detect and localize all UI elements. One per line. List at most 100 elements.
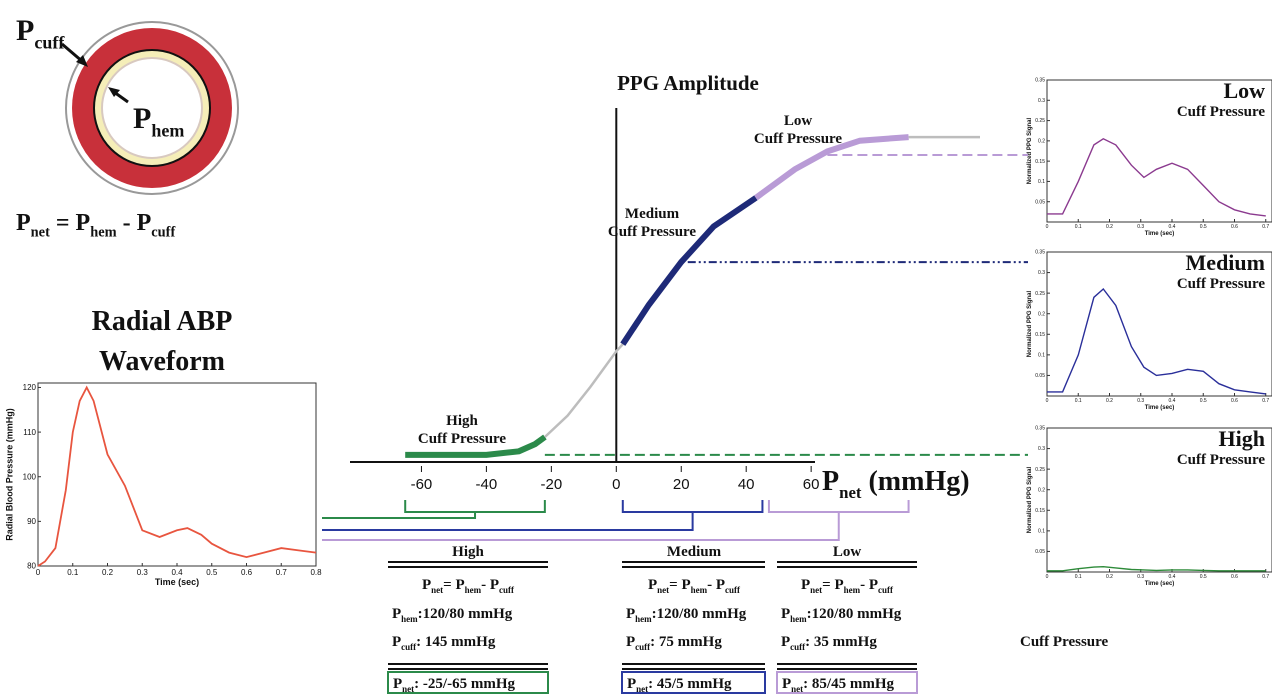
x-axis-label: Time (sec)	[155, 577, 199, 587]
annotation: Cuff Pressure	[754, 131, 843, 147]
plot-frame	[37, 382, 317, 567]
chart-title: PPG Amplitude	[617, 71, 759, 95]
annotation: High	[446, 413, 478, 429]
plot-frame	[1046, 79, 1272, 223]
subscript: net	[810, 585, 822, 595]
y-tick-label: 0.35	[1035, 250, 1045, 256]
x-tick-label: 0.3	[1137, 398, 1144, 404]
y-tick-label: 110	[23, 428, 36, 437]
panel-label: Low	[1223, 78, 1265, 103]
text-run: : 35 mmHg	[805, 634, 877, 650]
curve-segment	[405, 434, 547, 458]
text-run: :120/80 mmHg	[418, 606, 513, 622]
y-tick-label: 80	[27, 562, 36, 571]
y-tick-label: 0.2	[1038, 311, 1045, 317]
line	[1047, 565, 1266, 572]
line	[1047, 287, 1266, 395]
rich-text: Phem	[133, 102, 184, 140]
chart-title: Waveform	[99, 346, 225, 377]
x-tick-label: 0.1	[1075, 224, 1082, 230]
text-run: P	[716, 577, 725, 593]
panel-label: Cuff Pressure	[1177, 452, 1266, 468]
curve-segment	[620, 195, 758, 346]
connector-line	[322, 512, 840, 541]
x-tick-label: 0.2	[1106, 224, 1113, 230]
text-run: P	[781, 634, 790, 650]
x-tick-label: 0	[1046, 398, 1049, 404]
text-run: P	[626, 606, 635, 622]
text-run: :120/80 mmHg	[807, 606, 902, 622]
text-run: P	[16, 210, 31, 236]
annotation: Cuff Pressure	[608, 224, 697, 240]
y-tick-label: 120	[23, 383, 37, 392]
text-run: -	[860, 577, 869, 593]
y-tick-label: 0.35	[1035, 78, 1045, 84]
result-box	[621, 671, 766, 694]
x-tick-label: 0.1	[1075, 574, 1082, 580]
subscript: hem	[151, 120, 184, 140]
x-tick-label: 0.3	[1137, 224, 1144, 230]
y-tick-label: 0.15	[1035, 332, 1045, 338]
text-run: P	[626, 634, 635, 650]
y-axis-label: Normalized PPG Signal	[1027, 290, 1033, 357]
text-run: P	[781, 606, 790, 622]
text-run: =	[669, 577, 681, 593]
text-run: : 75 mmHg	[650, 634, 722, 650]
text-run: P	[16, 14, 34, 47]
y-tick-label: 0.1	[1038, 179, 1045, 185]
y-tick-label: 0.2	[1038, 487, 1045, 493]
rich-text: Pnet= Phem- Pcuff	[648, 577, 741, 595]
annotation: Cuff Pressure	[418, 431, 507, 447]
y-tick-label: 0.25	[1035, 291, 1045, 297]
y-tick-label: 0.15	[1035, 159, 1045, 165]
x-tick-label: 0.3	[1137, 574, 1144, 580]
rich-text: Pnet: 85/45 mmHg	[782, 676, 894, 694]
y-tick-label: 0.35	[1035, 426, 1045, 432]
x-tick-label: 0.7	[1262, 398, 1269, 404]
x-tick-label: 0.4	[1169, 398, 1176, 404]
x-tick-label: -60	[411, 476, 433, 493]
x-tick-label: 0.6	[1231, 398, 1238, 404]
subscript: net	[657, 585, 669, 595]
bracket	[322, 500, 546, 519]
text-run: :120/80 mmHg	[652, 606, 747, 622]
arrowhead	[108, 87, 120, 97]
rich-text: Pnet = Phem - Pcuff	[16, 210, 175, 241]
x-tick-label: 0	[36, 568, 41, 577]
x-tick-label: 60	[803, 476, 820, 493]
connector-line	[322, 512, 694, 531]
x-tick-label: 0	[1046, 224, 1049, 230]
x-tick-label: 0.1	[1075, 398, 1082, 404]
x-tick-label: 0	[1046, 574, 1049, 580]
rich-text: Pcuff	[16, 14, 65, 52]
subscript: net	[636, 684, 648, 694]
subscript: cuff	[725, 585, 741, 595]
x-tick-label: 0.7	[1262, 224, 1269, 230]
plot-frame	[1046, 427, 1272, 573]
x-tick-label: 0.4	[1169, 574, 1176, 580]
x-tick-label: 0.7	[276, 568, 288, 577]
y-tick-label: 0.25	[1035, 118, 1045, 124]
rich-text: Pcuff: 35 mmHg	[781, 634, 877, 652]
column-title: High	[452, 544, 484, 560]
text-run: =	[822, 577, 834, 593]
x-tick-label: 0.1	[67, 568, 79, 577]
rich-text: Pnet= Phem- Pcuff	[422, 577, 515, 595]
subscript: cuff	[878, 585, 894, 595]
y-tick-label: 0.05	[1035, 373, 1045, 379]
panel-label: Medium	[1186, 250, 1265, 275]
x-axis-label: Time (sec)	[1145, 405, 1175, 411]
x-axis-label: Time (sec)	[1145, 231, 1175, 237]
text-run: -	[707, 577, 716, 593]
x-tick-label: 0.2	[1106, 574, 1113, 580]
text-run: -	[117, 210, 137, 236]
x-tick-label: 0.6	[241, 568, 253, 577]
text-run: =	[443, 577, 455, 593]
x-tick-label: 0.5	[1200, 574, 1207, 580]
text-run: : 145 mmHg	[416, 634, 496, 650]
bracket-line	[621, 500, 764, 513]
text-run: P	[392, 634, 401, 650]
bracket	[322, 500, 764, 531]
y-tick-label: 0.3	[1038, 270, 1045, 276]
